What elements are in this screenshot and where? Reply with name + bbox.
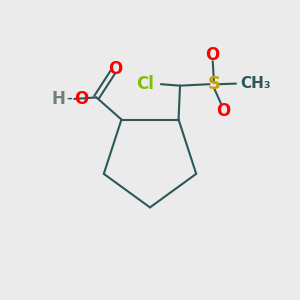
Text: O: O [74, 90, 88, 108]
Text: S: S [207, 75, 220, 93]
Text: O: O [206, 46, 220, 64]
Text: CH₃: CH₃ [240, 76, 271, 91]
Text: -: - [67, 89, 73, 107]
Text: Cl: Cl [136, 75, 154, 93]
Text: O: O [108, 60, 122, 78]
Text: O: O [216, 102, 230, 120]
Text: H: H [51, 90, 65, 108]
